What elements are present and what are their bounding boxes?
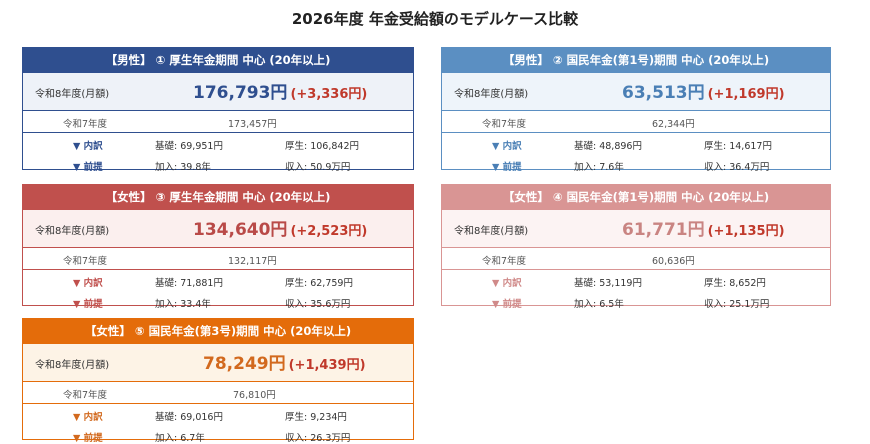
previous-year-label: 令和7年度 bbox=[482, 119, 527, 130]
previous-year-label: 令和7年度 bbox=[482, 256, 527, 267]
premise-toggle[interactable]: ▼ 前提 bbox=[73, 162, 103, 173]
card-header: 【女性】 ④ 国民年金(第1号)期間 中心 (20年以上) bbox=[442, 185, 830, 210]
detail-rows: ▼ 内訳 基礎: 53,119円 厚生: 8,652円 ▼ 前提 加入: 6.5… bbox=[442, 270, 830, 310]
detail-rows: ▼ 内訳 基礎: 48,896円 厚生: 14,617円 ▼ 前提 加入: 7.… bbox=[442, 133, 830, 173]
amount-value: 61,771円 bbox=[622, 220, 705, 240]
income: 収入: 26.3万円 bbox=[285, 433, 351, 444]
amount-diff: (+1,135円) bbox=[707, 224, 785, 239]
basic-amount: 基礎: 48,896円 bbox=[574, 141, 642, 152]
income: 収入: 35.6万円 bbox=[285, 299, 351, 310]
detail-rows: ▼ 内訳 基礎: 69,951円 厚生: 106,842円 ▼ 前提 加入: 3… bbox=[23, 133, 413, 173]
previous-year-row: 令和7年度 173,457円 bbox=[23, 111, 413, 133]
premise-toggle[interactable]: ▼ 前提 bbox=[492, 162, 522, 173]
joined-years: 加入: 7.6年 bbox=[574, 162, 624, 173]
current-amount: 63,513円 (+1,169円) bbox=[622, 78, 785, 103]
amount-value: 63,513円 bbox=[622, 83, 705, 103]
amount-value: 176,793円 bbox=[193, 83, 288, 103]
current-amount: 176,793円 (+3,336円) bbox=[193, 78, 367, 103]
joined-years: 加入: 6.5年 bbox=[574, 299, 624, 310]
current-year-label: 令和8年度(月額) bbox=[35, 89, 110, 100]
card-male-national: 【男性】 ② 国民年金(第1号)期間 中心 (20年以上) 令和8年度(月額) … bbox=[441, 47, 831, 173]
previous-amount: 132,117円 bbox=[228, 256, 277, 267]
main-amount-row: 令和8年度(月額) 78,249円 (+1,439円) bbox=[23, 344, 413, 382]
main-amount-row: 令和8年度(月額) 134,640円 (+2,523円) bbox=[23, 210, 413, 248]
income: 収入: 25.1万円 bbox=[704, 299, 770, 310]
basic-amount: 基礎: 71,881円 bbox=[155, 278, 223, 289]
card-header: 【男性】 ② 国民年金(第1号)期間 中心 (20年以上) bbox=[442, 48, 830, 73]
previous-year-row: 令和7年度 62,344円 bbox=[442, 111, 830, 133]
current-amount: 78,249円 (+1,439円) bbox=[203, 349, 366, 374]
other-amount: 厚生: 8,652円 bbox=[704, 278, 766, 289]
current-year-label: 令和8年度(月額) bbox=[35, 360, 110, 371]
current-year-label: 令和8年度(月額) bbox=[454, 89, 529, 100]
card-female-dependent: 【女性】 ⑤ 国民年金(第3号)期間 中心 (20年以上) 令和8年度(月額) … bbox=[22, 318, 414, 444]
card-header: 【女性】 ③ 厚生年金期間 中心 (20年以上) bbox=[23, 185, 413, 210]
other-amount: 厚生: 62,759円 bbox=[285, 278, 353, 289]
main-amount-row: 令和8年度(月額) 63,513円 (+1,169円) bbox=[442, 73, 830, 111]
previous-year-label: 令和7年度 bbox=[63, 390, 108, 401]
amount-value: 134,640円 bbox=[193, 220, 288, 240]
previous-year-label: 令和7年度 bbox=[63, 256, 108, 267]
card-male-employee: 【男性】 ① 厚生年金期間 中心 (20年以上) 令和8年度(月額) 176,7… bbox=[22, 47, 414, 173]
premise-toggle[interactable]: ▼ 前提 bbox=[73, 433, 103, 444]
basic-amount: 基礎: 69,016円 bbox=[155, 412, 223, 423]
main-amount-row: 令和8年度(月額) 61,771円 (+1,135円) bbox=[442, 210, 830, 248]
previous-year-row: 令和7年度 132,117円 bbox=[23, 248, 413, 270]
income: 収入: 50.9万円 bbox=[285, 162, 351, 173]
breakdown-toggle[interactable]: ▼ 内訳 bbox=[73, 412, 103, 423]
joined-years: 加入: 39.8年 bbox=[155, 162, 211, 173]
breakdown-toggle[interactable]: ▼ 内訳 bbox=[73, 278, 103, 289]
previous-year-row: 令和7年度 76,810円 bbox=[23, 382, 413, 404]
previous-amount: 60,636円 bbox=[652, 256, 695, 267]
amount-diff: (+3,336円) bbox=[290, 87, 368, 102]
card-header: 【女性】 ⑤ 国民年金(第3号)期間 中心 (20年以上) bbox=[23, 319, 413, 344]
previous-amount: 62,344円 bbox=[652, 119, 695, 130]
card-female-national: 【女性】 ④ 国民年金(第1号)期間 中心 (20年以上) 令和8年度(月額) … bbox=[441, 184, 831, 310]
detail-rows: ▼ 内訳 基礎: 69,016円 厚生: 9,234円 ▼ 前提 加入: 6.7… bbox=[23, 404, 413, 444]
other-amount: 厚生: 106,842円 bbox=[285, 141, 360, 152]
other-amount: 厚生: 9,234円 bbox=[285, 412, 347, 423]
previous-amount: 173,457円 bbox=[228, 119, 277, 130]
joined-years: 加入: 6.7年 bbox=[155, 433, 205, 444]
card-female-employee: 【女性】 ③ 厚生年金期間 中心 (20年以上) 令和8年度(月額) 134,6… bbox=[22, 184, 414, 310]
previous-amount: 76,810円 bbox=[233, 390, 276, 401]
breakdown-toggle[interactable]: ▼ 内訳 bbox=[492, 141, 522, 152]
income: 収入: 36.4万円 bbox=[704, 162, 770, 173]
other-amount: 厚生: 14,617円 bbox=[704, 141, 772, 152]
previous-year-label: 令和7年度 bbox=[63, 119, 108, 130]
amount-diff: (+1,169円) bbox=[707, 87, 785, 102]
current-amount: 61,771円 (+1,135円) bbox=[622, 215, 785, 240]
basic-amount: 基礎: 53,119円 bbox=[574, 278, 642, 289]
joined-years: 加入: 33.4年 bbox=[155, 299, 211, 310]
current-amount: 134,640円 (+2,523円) bbox=[193, 215, 367, 240]
current-year-label: 令和8年度(月額) bbox=[35, 226, 110, 237]
basic-amount: 基礎: 69,951円 bbox=[155, 141, 223, 152]
current-year-label: 令和8年度(月額) bbox=[454, 226, 529, 237]
main-amount-row: 令和8年度(月額) 176,793円 (+3,336円) bbox=[23, 73, 413, 111]
premise-toggle[interactable]: ▼ 前提 bbox=[492, 299, 522, 310]
amount-diff: (+1,439円) bbox=[288, 358, 366, 373]
amount-diff: (+2,523円) bbox=[290, 224, 368, 239]
premise-toggle[interactable]: ▼ 前提 bbox=[73, 299, 103, 310]
page-title: 2026年度 年金受給額のモデルケース比較 bbox=[291, 10, 579, 28]
breakdown-toggle[interactable]: ▼ 内訳 bbox=[492, 278, 522, 289]
breakdown-toggle[interactable]: ▼ 内訳 bbox=[73, 141, 103, 152]
previous-year-row: 令和7年度 60,636円 bbox=[442, 248, 830, 270]
amount-value: 78,249円 bbox=[203, 354, 286, 374]
card-header: 【男性】 ① 厚生年金期間 中心 (20年以上) bbox=[23, 48, 413, 73]
detail-rows: ▼ 内訳 基礎: 71,881円 厚生: 62,759円 ▼ 前提 加入: 33… bbox=[23, 270, 413, 310]
